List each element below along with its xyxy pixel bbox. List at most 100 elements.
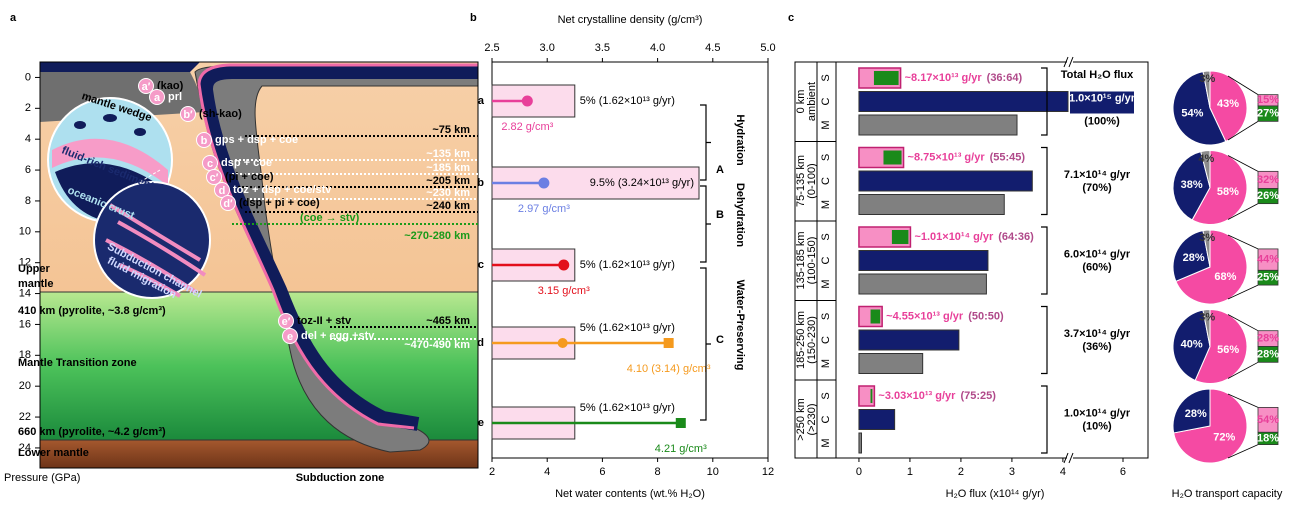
value-label: 5% (1.62×10¹³ g/yr) [580, 402, 675, 414]
group-label-line: >250 km [795, 398, 807, 441]
capacity-label: 54% [1257, 414, 1279, 426]
inset-fluid [105, 203, 207, 298]
pie-slice [1172, 230, 1211, 282]
region-label: mantle [18, 278, 53, 290]
x-axis-title: Net water contents (wt.% H₂O) [555, 488, 705, 500]
phase-letter: c [207, 158, 213, 170]
pie-slice [1172, 388, 1211, 434]
y-tick-label: 4 [25, 133, 31, 145]
region-label: Lower mantle [18, 447, 89, 459]
inset-grain [134, 128, 146, 136]
flux-ratio: (64:36) [998, 231, 1034, 243]
value-label: 5% (1.62×10¹³ g/yr) [580, 259, 675, 271]
flux-value: ~3.03×10¹³ g/yr [878, 390, 956, 402]
x-tick-label: 8 [655, 466, 661, 478]
phase-marker [220, 195, 236, 211]
pie-label: 28% [1183, 252, 1205, 264]
phase-label: del + egg +stv [301, 330, 375, 342]
depth-label: ~185 km [426, 162, 470, 174]
x2-tick-label: 4.5 [705, 42, 720, 54]
pie-slice [1172, 309, 1211, 382]
y-tick-label: 12 [19, 257, 31, 269]
total-box [1070, 91, 1134, 114]
y-tick-label: 6 [25, 164, 31, 176]
capacity-label: 18% [1257, 432, 1279, 444]
total-bracket [1041, 146, 1048, 216]
x2-tick-label: 4.0 [650, 42, 665, 54]
value-label: 5% (1.62×10¹³ g/yr) [580, 95, 675, 107]
inset-grain [74, 121, 86, 129]
series-label: S [820, 154, 832, 161]
pie-label: 40% [1181, 338, 1203, 350]
pie-label: 3% [1199, 312, 1215, 324]
flux-label: ~3.03×10¹³ g/yr (75:25) [878, 390, 996, 402]
y-tick-label: 20 [19, 380, 31, 392]
region-label: 410 km (pyrolite, ~3.8 g/cm³) [18, 305, 166, 317]
phase-marker [196, 132, 212, 148]
bar [858, 432, 862, 454]
pie-slice [1202, 229, 1211, 268]
axis-break [1063, 452, 1074, 464]
total-percent: (36%) [1082, 341, 1112, 353]
flux-value: ~8.75×10¹³ g/yr [908, 151, 986, 163]
flux-ratio: (50:50) [968, 310, 1004, 322]
density-marker [557, 338, 568, 348]
phase-marker [214, 182, 230, 198]
depth-label: ~240 km [426, 200, 470, 212]
series-label: M [820, 200, 832, 209]
density-label: 2.82 g/cm³ [501, 121, 553, 133]
phase-letter: a′ [142, 81, 151, 93]
total-bracket [1041, 67, 1048, 136]
bar [858, 353, 924, 374]
capacity-box [1257, 269, 1279, 286]
phase-letter: d′ [223, 198, 233, 210]
density-label: 3.15 g/cm³ [538, 285, 590, 297]
x-tick-label: 1 [907, 466, 913, 478]
total-value: 7.1×10¹⁴ g/yr [1064, 169, 1131, 181]
sediment-layer [197, 63, 478, 430]
phase-marker [149, 89, 165, 105]
region-label: 660 km (pyrolite, ~4.2 g/cm³) [18, 426, 166, 438]
series-label: C [820, 97, 832, 105]
total-percent: (60%) [1082, 261, 1112, 273]
inset-sediment [52, 138, 168, 186]
depth-label: ~270-280 km [404, 230, 470, 242]
total-percent: (10%) [1082, 420, 1112, 432]
bar-fraction [873, 71, 899, 85]
x-tick-label: 6 [599, 466, 605, 478]
connector [1227, 203, 1259, 220]
total-percent: (100%) [1084, 115, 1120, 127]
phase-marker [138, 78, 154, 94]
pie-label: 4% [1198, 153, 1214, 165]
total-bracket [1041, 305, 1048, 375]
phase-label: (pi + coe) [225, 171, 274, 183]
y-tick-label: 14 [19, 287, 31, 299]
bar-fraction [870, 389, 873, 403]
flux-label: ~4.55×10¹³ g/yr (50:50) [886, 310, 1004, 322]
x2-axis-title: Net crystalline density (g/cm³) [558, 14, 703, 26]
phase-letter: e [287, 331, 293, 343]
phase-letter: a [154, 92, 161, 104]
density-marker [538, 177, 550, 189]
phase-label: (sh-kao) [199, 108, 242, 120]
pie-label: 43% [1217, 98, 1239, 110]
pie-label: 58% [1217, 186, 1239, 198]
axis-break [1063, 56, 1074, 68]
phase-label: prl [168, 91, 182, 103]
phase-label: toz-II + stv [297, 315, 352, 327]
y-tick-label: 24 [19, 442, 31, 454]
density-label: 4.21 g/cm³ [655, 443, 707, 455]
capacity-box [1257, 188, 1279, 205]
depth-label: ~470-490 km [404, 339, 470, 351]
density-marker [663, 338, 674, 348]
series-label: M [820, 359, 832, 368]
value-label: 9.5% (3.24×10¹³ g/yr) [590, 177, 694, 189]
group-label-line: 0 km [795, 90, 807, 114]
phase-letter: d [219, 185, 226, 197]
diagram-title: Subduction zone [296, 472, 385, 484]
flux-label: ~1.01×10¹⁴ g/yr (64:36) [914, 231, 1034, 243]
phase-label: toz + dsp + coe/stv [233, 184, 332, 196]
total-bracket [1041, 226, 1048, 295]
value-label: 5% (1.62×10¹³ g/yr) [580, 322, 675, 334]
